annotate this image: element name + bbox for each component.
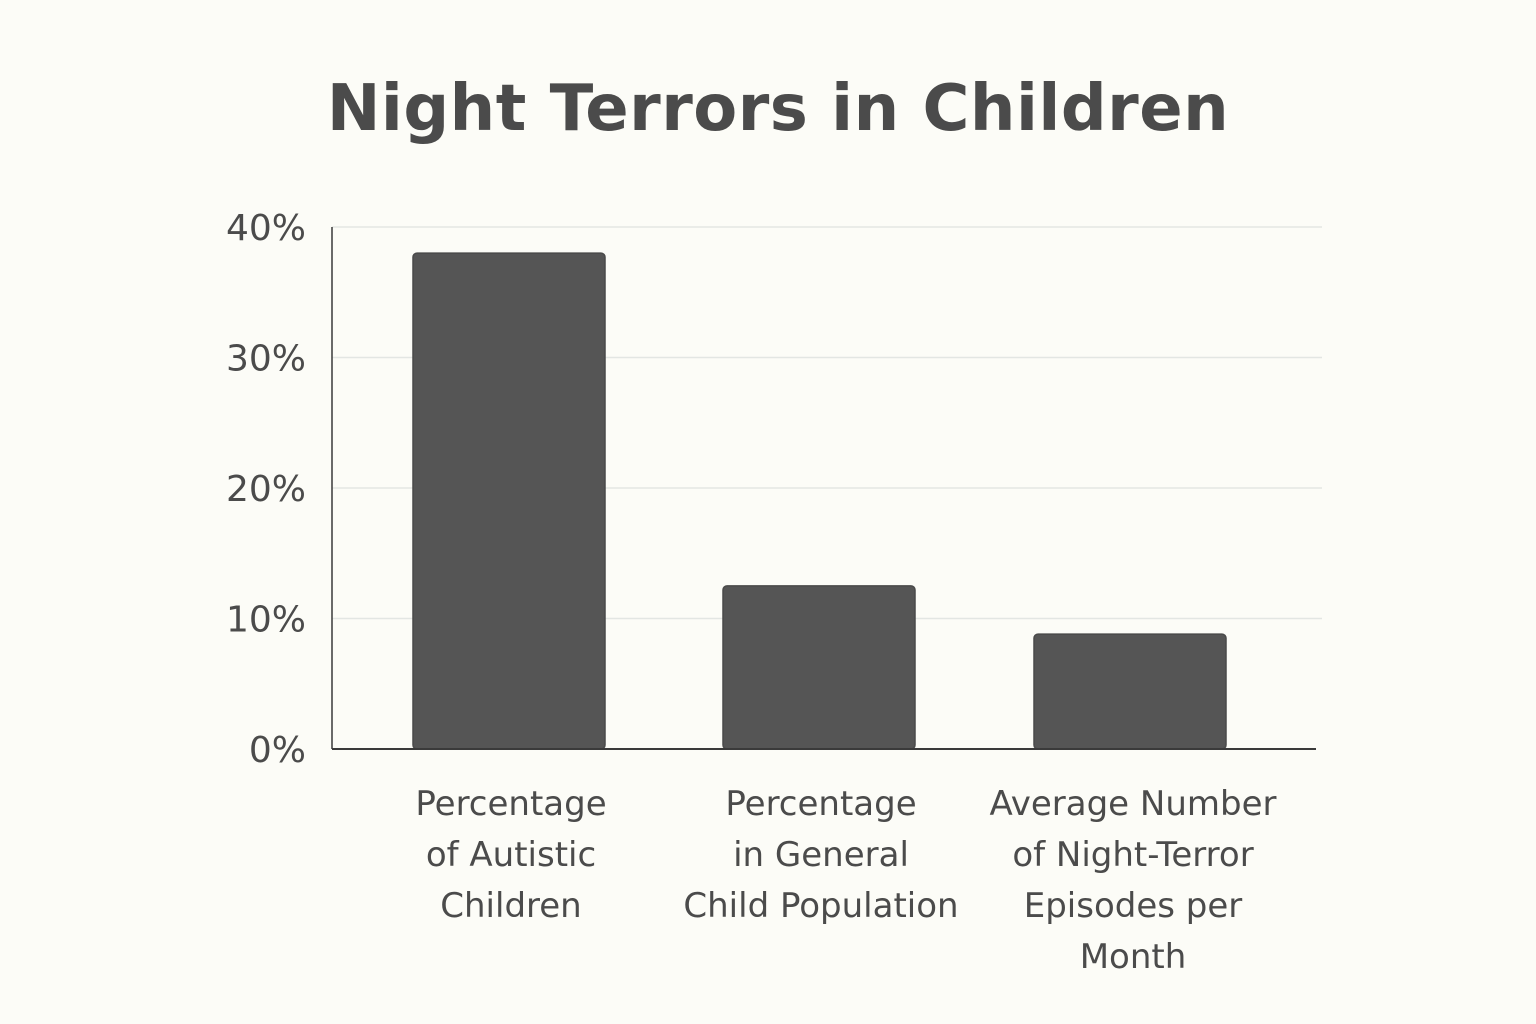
x-category-label-line: of Autistic (426, 835, 596, 875)
x-category-label-line: Average Number (989, 784, 1276, 824)
x-category-label-line: Episodes per (1024, 886, 1243, 926)
x-category-label: Percentage in General Child Population (683, 784, 958, 926)
x-category-label-line: Month (1080, 937, 1187, 977)
x-category-label-line: Percentage (415, 784, 606, 824)
y-tick-label: 0% (249, 730, 306, 771)
bar (412, 252, 606, 750)
y-tick-label: 10% (226, 600, 306, 641)
bar (1033, 633, 1227, 750)
x-category-label-line: in General (733, 835, 909, 875)
x-category-label: Average Number of Night-Terror Episodes pe… (989, 784, 1276, 977)
x-category-label-line: of Night-Terror (1012, 835, 1253, 875)
x-category-label-line: Percentage (725, 784, 916, 824)
y-tick-label: 40% (226, 208, 306, 249)
x-category-label: Percentage of Autistic Children (415, 784, 606, 926)
y-tick-label: 20% (226, 469, 306, 510)
bar (722, 585, 916, 750)
y-tick-label: 30% (226, 339, 306, 380)
x-category-label-line: Child Population (683, 886, 958, 926)
x-category-label-line: Children (440, 886, 581, 926)
chart-title: Night Terrors in Children (326, 72, 1230, 146)
